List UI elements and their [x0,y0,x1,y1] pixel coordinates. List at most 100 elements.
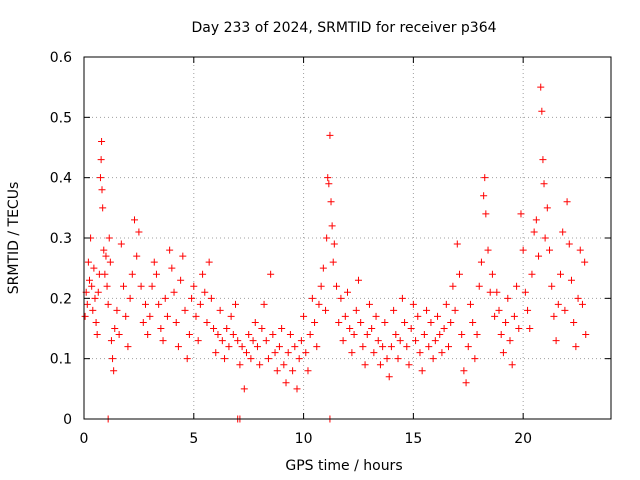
data-point [97,156,105,164]
data-point [325,180,333,188]
data-point [475,282,483,290]
data-point [365,300,373,308]
data-point [251,318,259,326]
data-point [122,312,130,320]
data-point [537,83,545,91]
data-point [546,246,554,254]
data-point [94,288,102,296]
data-point [563,198,571,206]
data-point [247,355,255,363]
data-point [578,300,586,308]
data-point [240,385,248,393]
data-point [282,379,290,387]
data-point [327,198,335,206]
data-point [418,367,426,375]
data-point [420,331,428,339]
data-point [517,210,525,218]
data-point [519,246,527,254]
y-tick-label: 0.2 [50,291,72,307]
data-point [179,252,187,260]
data-point [107,337,115,345]
data-point [159,337,167,345]
data-point [449,282,457,290]
data-point [196,300,204,308]
data-point [194,337,202,345]
data-point [524,306,532,314]
data-point [462,379,470,387]
data-point [280,361,288,369]
data-point [390,306,398,314]
data-point [328,222,336,230]
data-point [357,318,365,326]
data-point [423,306,431,314]
data-point [117,240,125,248]
data-point [442,300,450,308]
data-point [398,294,406,302]
data-point [554,300,562,308]
data-point [300,312,308,320]
data-points [81,83,590,423]
data-point [447,318,455,326]
axis-ticks: 0 0.1 0.2 0.3 0.4 0.5 0.6 0 5 10 15 20 [50,50,611,447]
data-point [269,331,277,339]
data-point [319,264,327,272]
data-point [330,240,338,248]
data-point [286,331,294,339]
data-point [379,343,387,351]
data-point [538,107,546,115]
data-point [313,343,321,351]
data-point [491,312,499,320]
data-point [561,306,569,314]
data-point [188,294,196,302]
data-point [510,312,518,320]
data-point [348,349,356,357]
data-point [102,252,110,260]
data-point [504,294,512,302]
data-point [104,300,112,308]
data-point [352,306,360,314]
data-point [311,318,319,326]
data-point [508,361,516,369]
data-point [396,337,404,345]
data-point [201,288,209,296]
data-point [91,294,99,302]
data-point [361,361,369,369]
data-point [90,264,98,272]
data-point [227,312,235,320]
data-point [238,343,246,351]
data-point [297,337,305,345]
data-point [291,343,299,351]
data-point [115,331,123,339]
y-axis-label: SRMTID / TECUs [6,182,22,295]
data-point [264,355,272,363]
data-point [207,294,215,302]
data-point [574,294,582,302]
data-point [567,276,575,284]
data-point [329,258,337,266]
data-point [168,264,176,272]
data-point [532,216,540,224]
data-point [242,349,250,357]
data-point [565,240,573,248]
data-point [81,312,89,320]
data-point [84,258,92,266]
data-point [392,331,400,339]
data-point [407,325,415,332]
data-point [106,258,114,266]
y-tick-label: 0.5 [50,110,72,126]
data-point [212,349,220,357]
data-point [368,325,376,332]
data-point [144,331,152,339]
data-point [192,312,200,320]
data-point [414,312,422,320]
data-point [295,355,303,363]
data-point [284,349,292,357]
x-tick-label: 15 [404,431,422,447]
data-point [152,270,160,278]
data-point [376,361,384,369]
data-point [150,258,158,266]
data-point [445,343,453,351]
data-point [258,325,266,332]
data-point [455,270,463,278]
